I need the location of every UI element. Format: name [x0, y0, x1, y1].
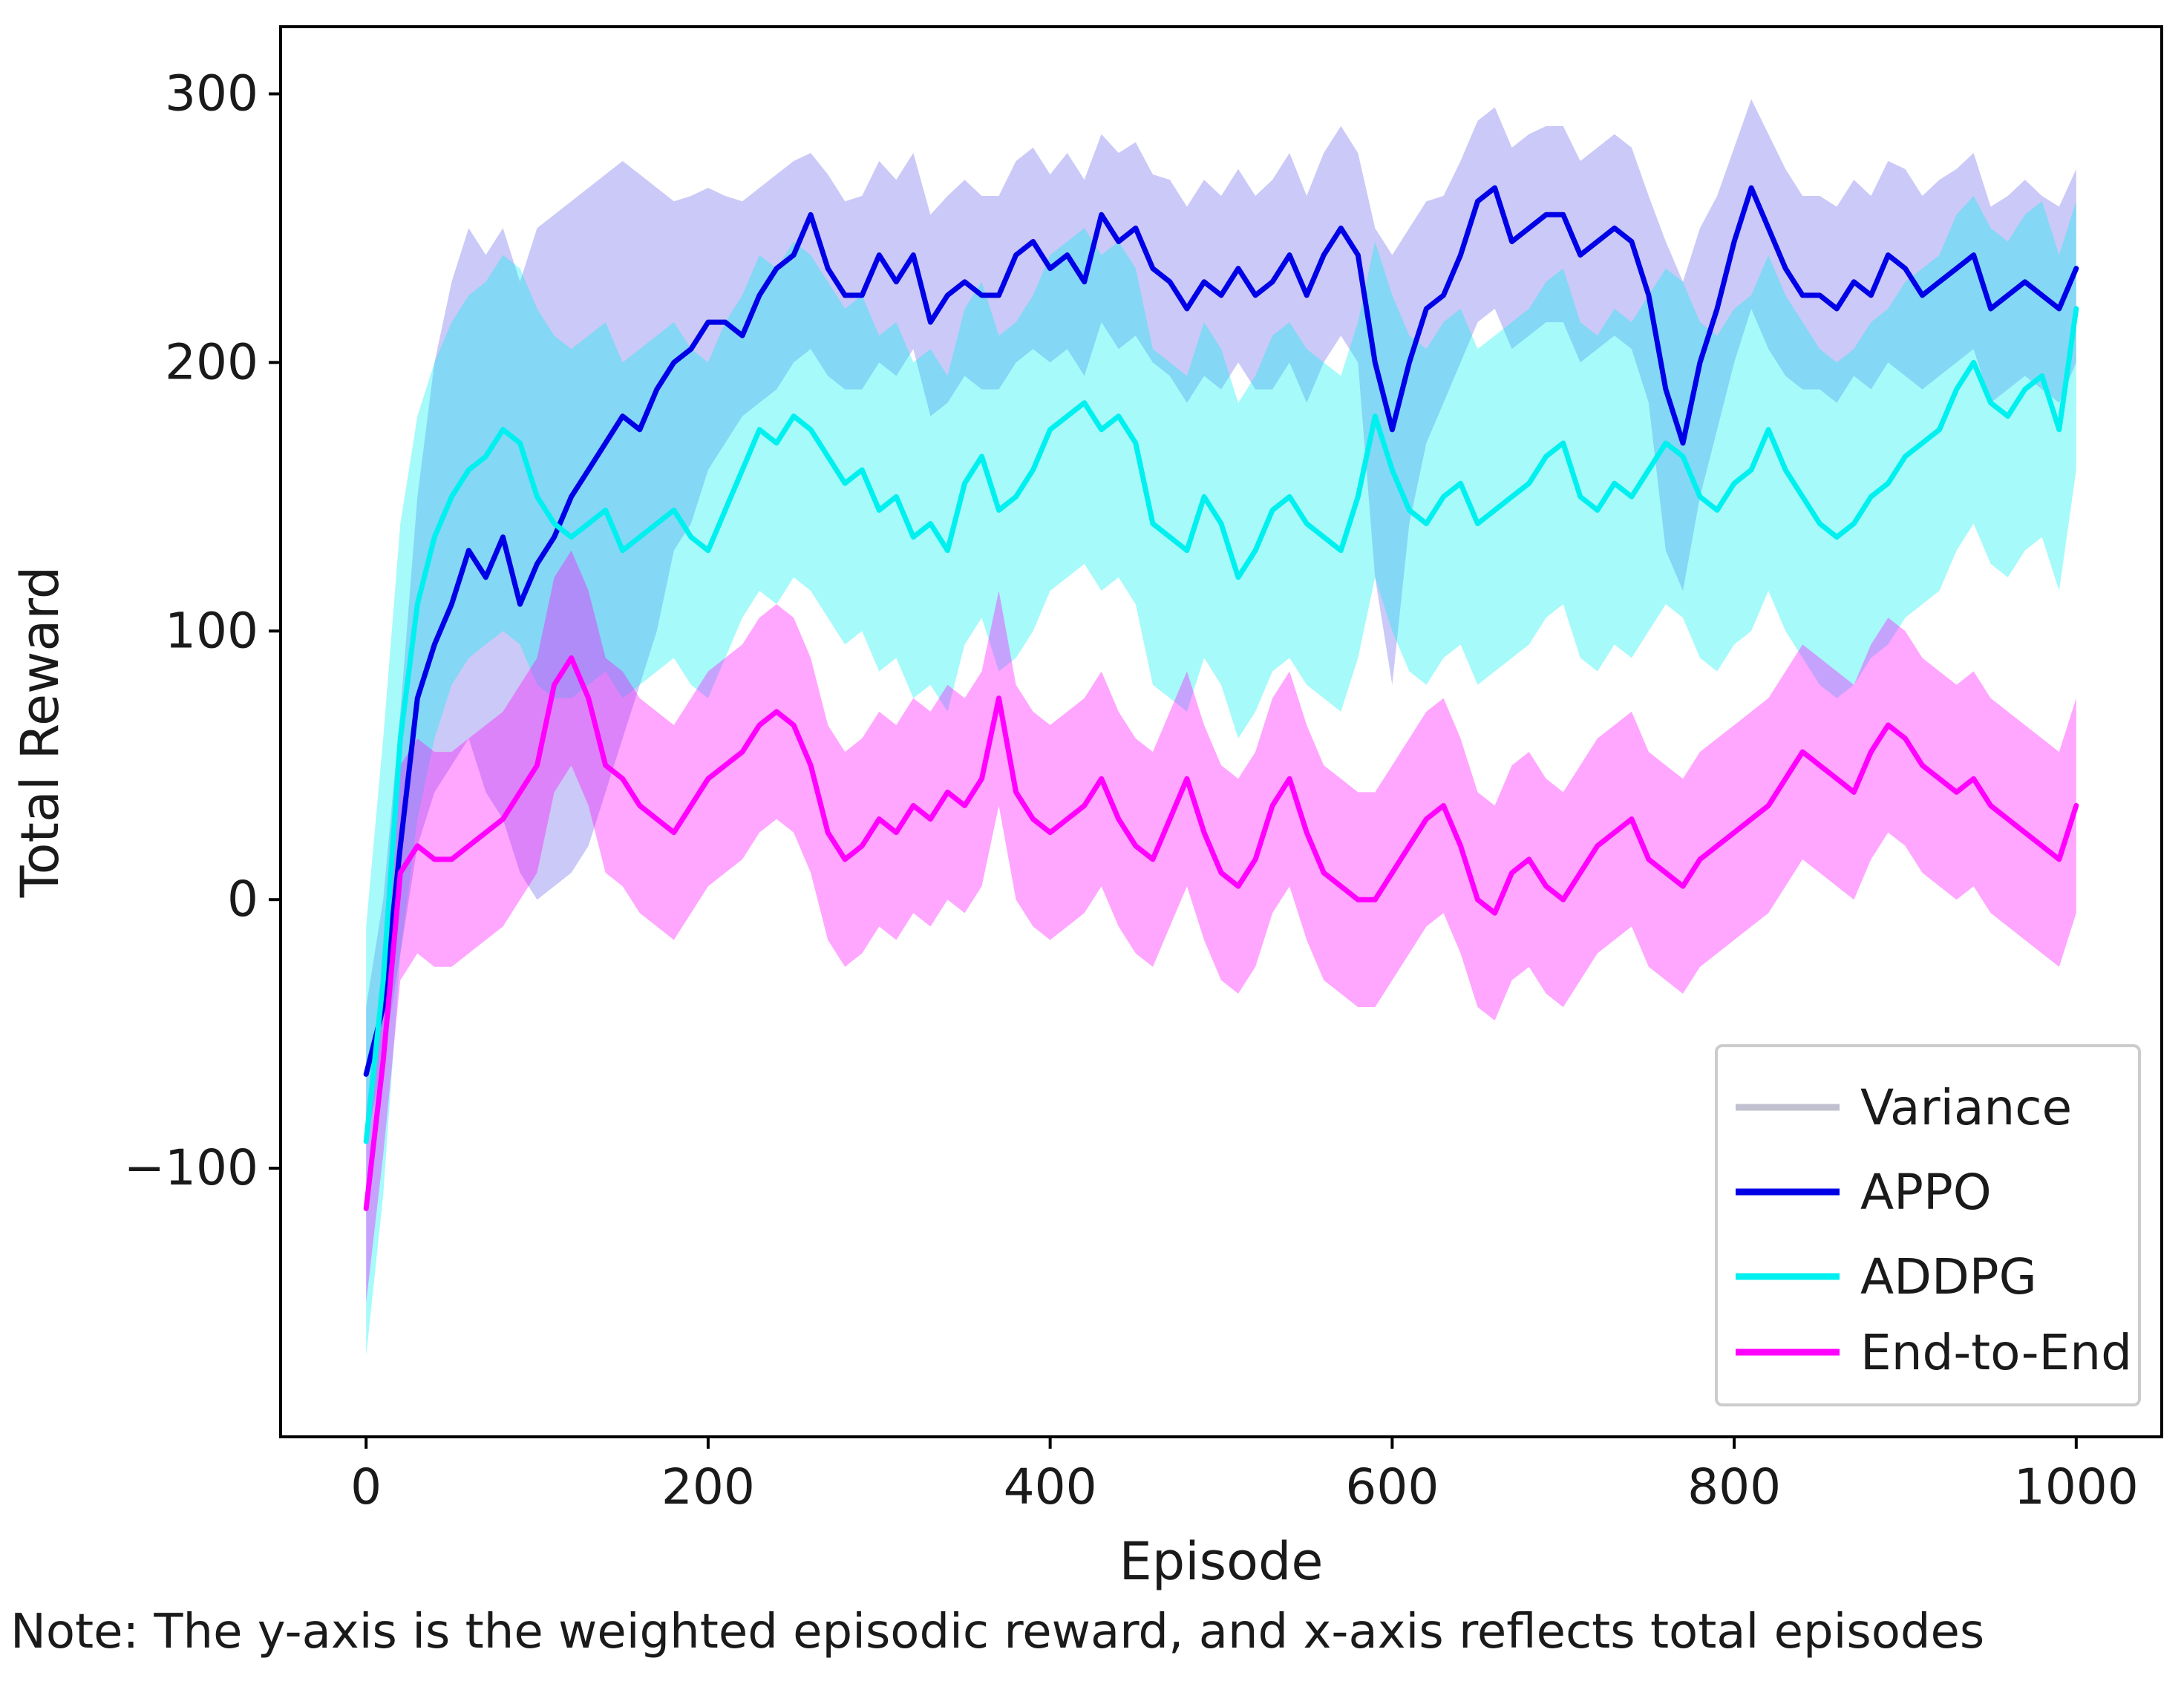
y-tick-label: 200: [165, 333, 258, 390]
appo-line: [363, 185, 2079, 1077]
x-tick-label: 0: [350, 1458, 382, 1515]
x-axis-ticks: 0 200 400 600 800 1000: [350, 1437, 2139, 1515]
x-tick-label: 200: [661, 1458, 755, 1515]
y-tick-label: −100: [124, 1139, 258, 1196]
series-lines: [363, 185, 2079, 1211]
x-tick-label: 600: [1345, 1458, 1439, 1515]
figure-note: Note: The y-axis is the weighted episodi…: [10, 1605, 1984, 1659]
legend-label-addpg: ADDPG: [1860, 1248, 2037, 1305]
addpg-variance-band: [366, 196, 2076, 1357]
legend-entries: Variance APPO ADDPG End-to-End: [1736, 1079, 2132, 1381]
x-axis-label: Episode: [1119, 1531, 1324, 1592]
legend-label-end-to-end: End-to-End: [1860, 1324, 2132, 1381]
x-tick-label: 800: [1687, 1458, 1781, 1515]
legend-label-variance: Variance: [1860, 1079, 2072, 1136]
plot-frame: [279, 25, 2163, 1438]
legend: Variance APPO ADDPG End-to-End: [1715, 1044, 2141, 1406]
legend-box: [1715, 1044, 2141, 1406]
y-axis-label: Total Reward: [10, 566, 71, 898]
addpg-line: [363, 306, 2079, 1144]
legend-label-appo: APPO: [1860, 1164, 1992, 1221]
x-tick-label: 400: [1004, 1458, 1097, 1515]
plot-area: [363, 99, 2079, 1357]
y-tick-label: 100: [165, 602, 258, 659]
y-tick-label: 300: [165, 65, 258, 122]
end-to-end-line: [363, 655, 2079, 1211]
appo-variance-band: [366, 99, 2076, 1141]
y-tick-label: 0: [227, 871, 258, 928]
x-tick-label: 1000: [2014, 1458, 2139, 1515]
end-to-end-variance-band: [366, 550, 2076, 1302]
y-axis-ticks: −100 0 100 200 300: [124, 65, 281, 1196]
variance-bands: [366, 99, 2076, 1357]
